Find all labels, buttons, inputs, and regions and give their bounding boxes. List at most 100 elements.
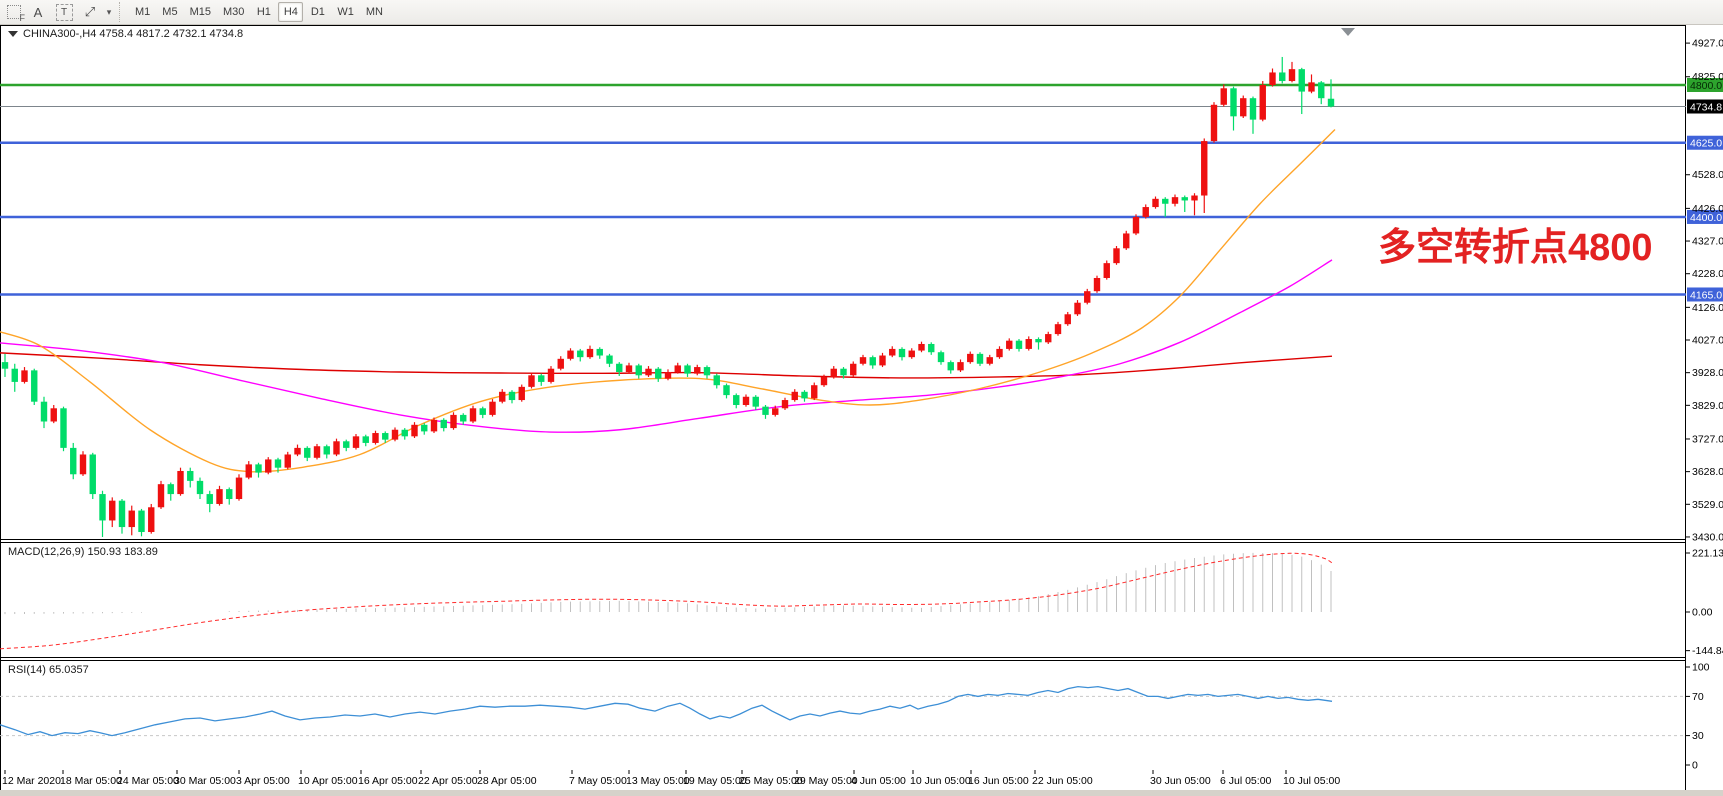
- candlestick-series: [1, 56, 1335, 537]
- candle-body: [313, 446, 321, 458]
- candle-body: [1015, 340, 1023, 349]
- candle-body: [1142, 207, 1149, 217]
- candle-body: [635, 365, 642, 376]
- candle-body: [928, 343, 935, 353]
- candle-body: [21, 370, 28, 382]
- candle-body: [343, 441, 350, 448]
- arrows-dropdown-caret-icon[interactable]: ▾: [106, 6, 112, 17]
- time-tick-label: 10 Apr 05:00: [298, 775, 358, 787]
- time-tick-label: 4 Jun 05:00: [851, 775, 906, 787]
- timeframe-button-m30[interactable]: M30: [218, 2, 249, 22]
- chart-canvas[interactable]: 4800.0 4625.0 4400.0 4165.0 4927.0 4825.0 452…: [0, 25, 1723, 796]
- candle-body: [557, 358, 564, 369]
- price-level-label[interactable]: [1687, 135, 1723, 150]
- expert-grid-icon[interactable]: F: [6, 3, 25, 23]
- candle-body: [499, 391, 506, 402]
- candle-body: [1318, 82, 1325, 99]
- candle-body: [898, 348, 906, 358]
- candle-body: [986, 357, 993, 364]
- candle-body: [1269, 72, 1276, 85]
- candle-body: [235, 477, 243, 500]
- candle-body: [820, 376, 828, 386]
- timeframe-button-w1[interactable]: W1: [332, 2, 359, 22]
- candle-body: [79, 454, 87, 475]
- candle-body: [1045, 334, 1052, 343]
- timeframe-button-mn[interactable]: MN: [361, 2, 388, 22]
- candle-body: [1230, 88, 1237, 117]
- candle-body: [255, 464, 262, 473]
- arrows-tool-icon[interactable]: ⤢: [84, 4, 96, 19]
- timeframe-button-m1[interactable]: M1: [130, 2, 155, 22]
- macd-signal-line: [0, 552, 1333, 650]
- price-level-label-text: 4800.0: [1690, 80, 1722, 92]
- time-tick-label: 30 Jun 05:00: [1150, 775, 1211, 787]
- chart-title: CHINA300-,H4 4758.4 4817.2 4732.1 4734.8: [23, 28, 243, 40]
- candle-body: [674, 365, 681, 373]
- candle-body: [304, 447, 311, 458]
- price-tick-label: 4927.0: [1692, 38, 1723, 50]
- candle-body: [577, 350, 584, 358]
- candle-body: [791, 391, 798, 401]
- candle-body: [694, 367, 701, 374]
- price-level-label[interactable]: [1687, 209, 1723, 224]
- candle-body: [226, 489, 233, 500]
- chart-shift-marker-icon[interactable]: [1341, 28, 1355, 36]
- candle-body: [187, 470, 194, 481]
- font-icon[interactable]: A: [33, 4, 43, 20]
- candle-body: [1181, 197, 1188, 201]
- toolbar-separator: [119, 2, 125, 22]
- candle-body: [1210, 104, 1218, 142]
- price-tick-label: 4528.0: [1692, 169, 1723, 181]
- candle-body: [294, 447, 301, 455]
- timeframe-button-h4[interactable]: H4: [278, 2, 304, 22]
- text-label-icon[interactable]: T: [52, 2, 76, 23]
- candle-body: [382, 433, 389, 440]
- candle-body: [40, 401, 48, 422]
- timeframe-button-d1[interactable]: D1: [305, 2, 330, 22]
- candle-body: [323, 446, 330, 455]
- price-level-label[interactable]: [1687, 287, 1723, 302]
- candle-body: [1113, 248, 1120, 264]
- candle-body: [60, 408, 67, 448]
- rsi-line: [0, 685, 1333, 737]
- macd-tick-label: 221.13: [1692, 548, 1723, 560]
- candle-body: [89, 454, 96, 495]
- macd-tick-label: 0.00: [1692, 607, 1713, 619]
- candle-body: [333, 441, 340, 455]
- toolbar: F A T ⤢ ▾ M1 M5 M15 M30 H1 H4 D1 W1 MN: [0, 0, 1723, 25]
- candle-body: [703, 367, 711, 376]
- candle-body: [772, 408, 779, 415]
- time-tick-label: 16 Jun 05:00: [968, 775, 1029, 787]
- candle-body: [1064, 314, 1071, 325]
- candle-body: [489, 401, 496, 415]
- annotation-text: 多空转折点4800: [1378, 227, 1653, 269]
- candle-body: [957, 362, 964, 371]
- timeframe-button-m5[interactable]: M5: [157, 2, 182, 22]
- candle-body: [99, 494, 106, 521]
- candle-body: [1084, 291, 1091, 303]
- timeframe-button-m15[interactable]: M15: [185, 2, 216, 22]
- candle-body: [440, 419, 447, 429]
- horizontal-level-lines[interactable]: 4800.0 4625.0 4400.0 4165.0: [0, 77, 1723, 302]
- candle-body: [362, 436, 369, 443]
- rsi-tick-label: 30: [1692, 730, 1704, 742]
- rsi-tick-label: 0: [1692, 760, 1698, 772]
- candle-body: [625, 365, 633, 373]
- candle-body: [762, 406, 769, 415]
- candle-body: [128, 510, 135, 528]
- candle-body: [742, 396, 750, 406]
- price-axis[interactable]: 4927.0 4825.0 4528.0 4426.0 4327.0 4228.0 4126…: [1686, 38, 1723, 544]
- time-tick-label: 29 May 05:00: [794, 775, 858, 787]
- candle-body: [1171, 197, 1179, 204]
- candle-body: [1259, 84, 1266, 120]
- timeframe-button-h1[interactable]: H1: [251, 2, 276, 22]
- price-level-label[interactable]: [1687, 77, 1723, 92]
- symbol-dropdown-icon[interactable]: [8, 31, 18, 37]
- candle-body: [148, 507, 155, 533]
- time-tick-label: 19 May 05:00: [683, 775, 747, 787]
- price-level-label-text: 4400.0: [1690, 212, 1722, 224]
- time-tick-label: 10 Jul 05:00: [1283, 775, 1340, 787]
- rsi-tick-label: 100: [1692, 662, 1710, 674]
